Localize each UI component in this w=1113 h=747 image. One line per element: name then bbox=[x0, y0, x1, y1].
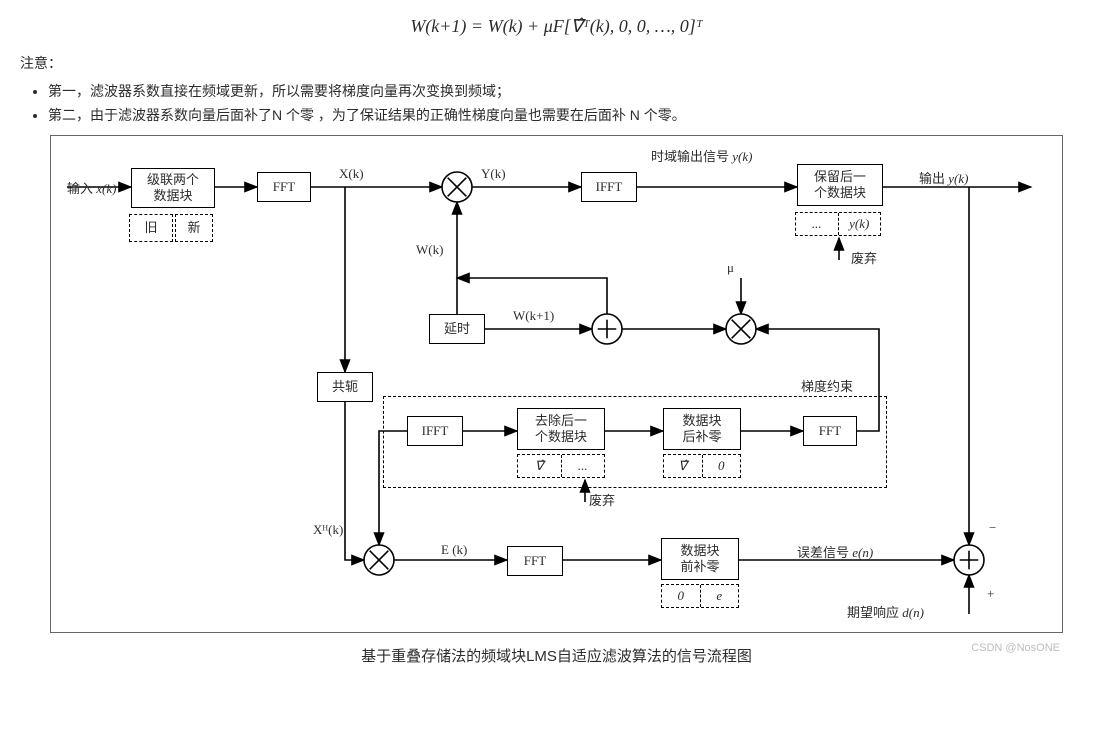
node-remove_d: ∇̂... bbox=[517, 454, 605, 478]
notes-heading: 注意： bbox=[20, 53, 1093, 73]
op-sum2 bbox=[954, 545, 984, 575]
label-Wk: W(k) bbox=[416, 242, 443, 258]
op-sum1 bbox=[592, 314, 622, 344]
node-ifft2: IFFT bbox=[407, 416, 463, 446]
node-padback: 数据块后补零 bbox=[663, 408, 741, 450]
op-mult3 bbox=[364, 545, 394, 575]
label-minus: − bbox=[989, 520, 996, 536]
label-plus: + bbox=[987, 586, 994, 602]
label-out_lbl: 输出 y(k) bbox=[919, 168, 968, 187]
label-discard2: 废弃 bbox=[589, 490, 615, 509]
equation: W(k+1) = W(k) + μF[∇̂ᵀ(k), 0, 0, …, 0]ᵀ bbox=[20, 16, 1093, 37]
notes-list: 第一，滤波器系数直接在频域更新，所以需要将梯度向量再次变换到频域； 第二，由于滤… bbox=[48, 81, 1093, 125]
watermark: CSDN @NosONE bbox=[971, 642, 1060, 654]
label-XHk: Xᴴ(k) bbox=[313, 522, 343, 538]
node-remove: 去除后一个数据块 bbox=[517, 408, 605, 450]
label-err_lbl: 误差信号 e(n) bbox=[797, 542, 873, 561]
label-time_out: 时域输出信号 y(k) bbox=[651, 146, 752, 165]
label-desire: 期望响应 d(n) bbox=[847, 602, 924, 621]
node-padfront_d: 0e bbox=[661, 584, 739, 608]
op-mult2 bbox=[726, 314, 756, 344]
label-input_lbl: 输入 x(k) bbox=[67, 178, 116, 197]
node-ifft1: IFFT bbox=[581, 172, 637, 202]
note-item: 第一，滤波器系数直接在频域更新，所以需要将梯度向量再次变换到频域； bbox=[48, 81, 1093, 101]
node-delay: 延时 bbox=[429, 314, 485, 344]
node-padfront: 数据块前补零 bbox=[661, 538, 739, 580]
node-keep: 保留后一个数据块 bbox=[797, 164, 883, 206]
node-dots_yk: ...y(k) bbox=[795, 212, 881, 236]
node-fft1: FFT bbox=[257, 172, 311, 202]
flow-diagram: 输入 x(k) 级联两个数据块旧新 FFT X(k) Y(k) IFFT 时域输出信号 y(… bbox=[61, 142, 1061, 622]
node-cascade: 级联两个数据块 bbox=[131, 168, 215, 208]
label-Yk: Y(k) bbox=[481, 166, 506, 182]
label-discard1: 废弃 bbox=[851, 248, 877, 267]
node-fft3: FFT bbox=[803, 416, 857, 446]
node-fft2: FFT bbox=[507, 546, 563, 576]
op-mult1 bbox=[442, 172, 472, 202]
node-new_dash: 新 bbox=[175, 214, 213, 242]
label-Wk1: W(k+1) bbox=[513, 308, 554, 324]
label-Xk: X(k) bbox=[339, 166, 364, 182]
label-grad_c: 梯度约束 bbox=[801, 376, 853, 395]
node-conj: 共轭 bbox=[317, 372, 373, 402]
label-mu: μ bbox=[727, 260, 734, 276]
diagram-container: 输入 x(k) 级联两个数据块旧新 FFT X(k) Y(k) IFFT 时域输出信号 y(… bbox=[50, 135, 1063, 633]
node-old_dash: 旧 bbox=[129, 214, 173, 242]
node-padback_d: ∇̂0 bbox=[663, 454, 741, 478]
note-item: 第二，由于滤波器系数向量后面补了N 个零 ，为了保证结果的正确性梯度向量也需要在… bbox=[48, 105, 1093, 125]
diagram-caption: 基于重叠存储法的频域块LMS自适应滤波算法的信号流程图 bbox=[20, 645, 1093, 666]
label-Ek: E (k) bbox=[441, 542, 467, 558]
